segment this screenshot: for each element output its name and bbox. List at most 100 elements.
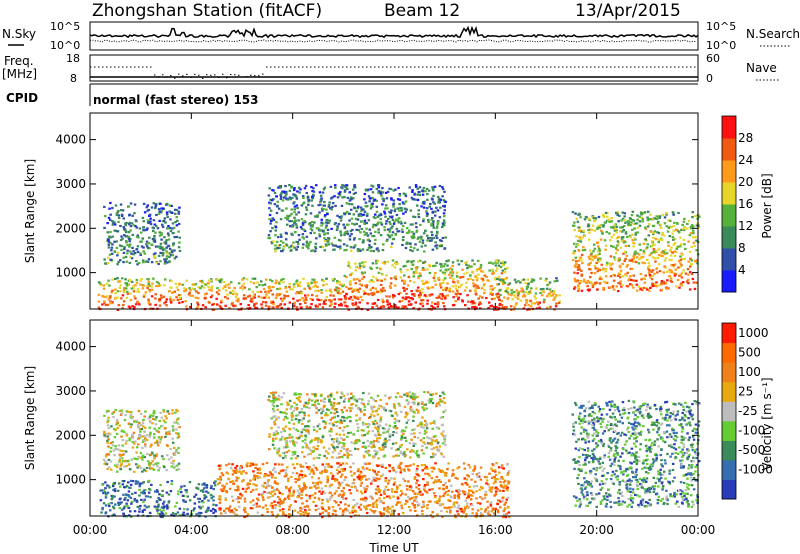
scatter-cell [359, 508, 362, 511]
scatter-cell [230, 495, 234, 498]
scatter-cell [387, 234, 391, 238]
scatter-cell [115, 465, 119, 469]
scatter-cell [479, 496, 482, 499]
scatter-cell [133, 203, 137, 206]
scatter-cell [599, 257, 602, 260]
scatter-cell [526, 308, 529, 311]
scatter-cell [281, 199, 285, 202]
scatter-cell [415, 482, 418, 485]
scatter-cell [363, 462, 367, 465]
scatter-cell [437, 197, 441, 200]
scatter-cell [257, 499, 260, 502]
scatter-cell [140, 491, 143, 494]
scatter-cell [603, 221, 607, 224]
scatter-cell [116, 230, 119, 233]
scatter-cell [201, 281, 204, 284]
scatter-cell [388, 187, 391, 190]
scatter-cell [288, 283, 291, 286]
scatter-cell [573, 286, 577, 289]
scatter-cell [284, 195, 287, 198]
scatter-cell [188, 287, 191, 290]
scatter-cell [372, 185, 375, 188]
scatter-cell [233, 513, 237, 516]
scatter-cell [106, 409, 109, 412]
scatter-cell [421, 190, 425, 193]
scatter-cell [397, 466, 400, 469]
scatter-cell [281, 501, 284, 504]
scatter-cell [589, 261, 592, 264]
scatter-cell [497, 466, 501, 469]
scatter-cell [172, 459, 175, 463]
scatter-cell [146, 219, 150, 222]
scatter-cell [665, 225, 668, 228]
scatter-cell [285, 473, 289, 476]
scatter-cell [275, 240, 279, 243]
scatter-cell [345, 202, 349, 205]
scatter-cell [112, 449, 115, 452]
scatter-cell [127, 481, 130, 484]
scatter-cell [271, 504, 274, 507]
scatter-cell [354, 282, 357, 285]
scatter-cell [322, 302, 326, 305]
scatter-cell [325, 498, 329, 501]
scatter-cell [173, 453, 177, 456]
scatter-cell [604, 270, 607, 273]
scatter-cell [388, 470, 391, 473]
scatter-cell [182, 500, 186, 503]
scatter-cell [277, 186, 280, 189]
scatter-cell [125, 432, 128, 435]
scatter-cell [307, 284, 310, 287]
scatter-cell [136, 234, 139, 237]
scatter-cell [216, 278, 219, 281]
scatter-cell [457, 466, 461, 469]
scatter-cell [152, 463, 155, 467]
scatter-cell [403, 297, 406, 300]
scatter-cell [425, 295, 428, 298]
scatter-cell [426, 239, 429, 242]
scatter-cell [119, 203, 123, 206]
scatter-cell [106, 303, 110, 306]
scatter-cell [384, 485, 388, 488]
scatter-cell [356, 476, 359, 479]
scatter-cell [263, 296, 266, 299]
scatter-cell [638, 243, 641, 246]
scatter-cell [104, 262, 107, 265]
scatter-cell [588, 249, 592, 252]
scatter-cell [343, 226, 347, 229]
scatter-cell [580, 259, 583, 262]
scatter-cell [400, 207, 403, 210]
scatter-cell [117, 214, 121, 217]
scatter-cell [412, 275, 415, 278]
scatter-cell [272, 468, 275, 472]
scatter-cell [165, 257, 168, 260]
scatter-cell [424, 472, 427, 475]
scatter-cell [552, 298, 555, 301]
scatter-cell [413, 294, 416, 297]
scatter-cell [131, 214, 134, 217]
scatter-cell [136, 420, 139, 423]
scatter-cell [393, 509, 396, 512]
scatter-cell [665, 252, 669, 255]
scatter-cell [433, 210, 437, 213]
scatter-cell [291, 245, 295, 248]
scatter-cell [343, 295, 347, 298]
scatter-cell [347, 484, 351, 487]
scatter-cell [697, 214, 701, 217]
scatter-cell [431, 186, 435, 189]
scatter-cell [417, 209, 420, 212]
scatter-cell [688, 288, 692, 291]
scatter-cell [124, 442, 128, 445]
scatter-cell [635, 279, 638, 282]
scatter-cell [348, 511, 352, 514]
scatter-cell [467, 492, 470, 495]
scatter-cell [648, 269, 651, 272]
scatter-cell [154, 203, 158, 207]
scatter-cell [188, 481, 192, 484]
scatter-cell [321, 498, 324, 502]
scatter-cell [145, 228, 148, 231]
scatter-cell [336, 214, 339, 217]
scatter-cell [375, 205, 379, 208]
scatter-cell [169, 254, 173, 257]
scatter-cell [339, 283, 342, 286]
scatter-cell [483, 497, 486, 500]
